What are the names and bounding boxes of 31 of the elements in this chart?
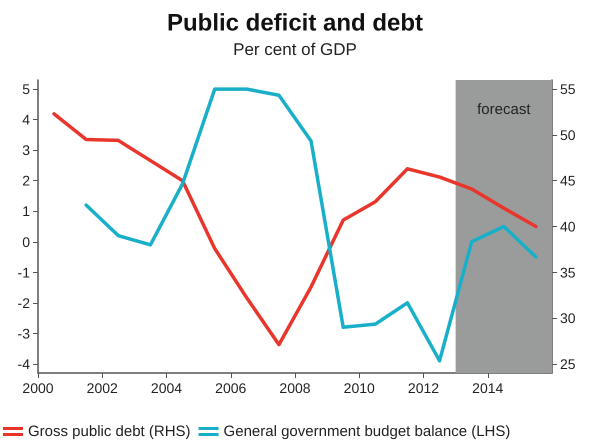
x-tick-label: 2014 — [472, 380, 504, 396]
legend-label: Gross public debt (RHS) — [28, 423, 191, 440]
y-tick-label: -3 — [18, 325, 30, 342]
y-tick-label: -1 — [18, 264, 30, 280]
y2-tick-label: 30 — [560, 310, 576, 326]
y2-tick-label: 35 — [560, 264, 576, 280]
y2-tick-label: 50 — [560, 126, 576, 143]
y-tick-label: 5 — [22, 81, 30, 98]
chart-title: Public deficit and debt — [166, 10, 424, 36]
legend-label: General government budget balance (LHS) — [224, 423, 510, 440]
x-tick-label: 2002 — [86, 380, 118, 396]
band-label: forecast — [477, 101, 532, 118]
y-tick-label: -2 — [18, 294, 30, 311]
x-tick-label: 2000 — [22, 380, 54, 396]
y-tick-label: -4 — [18, 356, 30, 372]
x-tick-label: 2004 — [150, 380, 182, 396]
x-tick-label: 2006 — [215, 380, 247, 396]
chart-subtitle: Per cent of GDP — [233, 40, 357, 59]
y-tick-label: 3 — [22, 142, 30, 158]
x-tick-label: 2008 — [279, 380, 311, 396]
y-tick-label: 4 — [22, 112, 30, 128]
y-tick-label: 2 — [22, 172, 30, 189]
y2-tick-label: 45 — [560, 172, 576, 189]
y2-tick-label: 25 — [560, 356, 576, 372]
y2-tick-label: 55 — [560, 81, 576, 98]
line-series — [84, 87, 538, 363]
y-tick-label: 1 — [22, 203, 30, 220]
y-tick-label: 0 — [22, 234, 30, 250]
x-tick-label: 2010 — [344, 380, 376, 396]
y2-tick-label: 40 — [560, 218, 576, 234]
x-tick-label: 2012 — [408, 380, 440, 396]
